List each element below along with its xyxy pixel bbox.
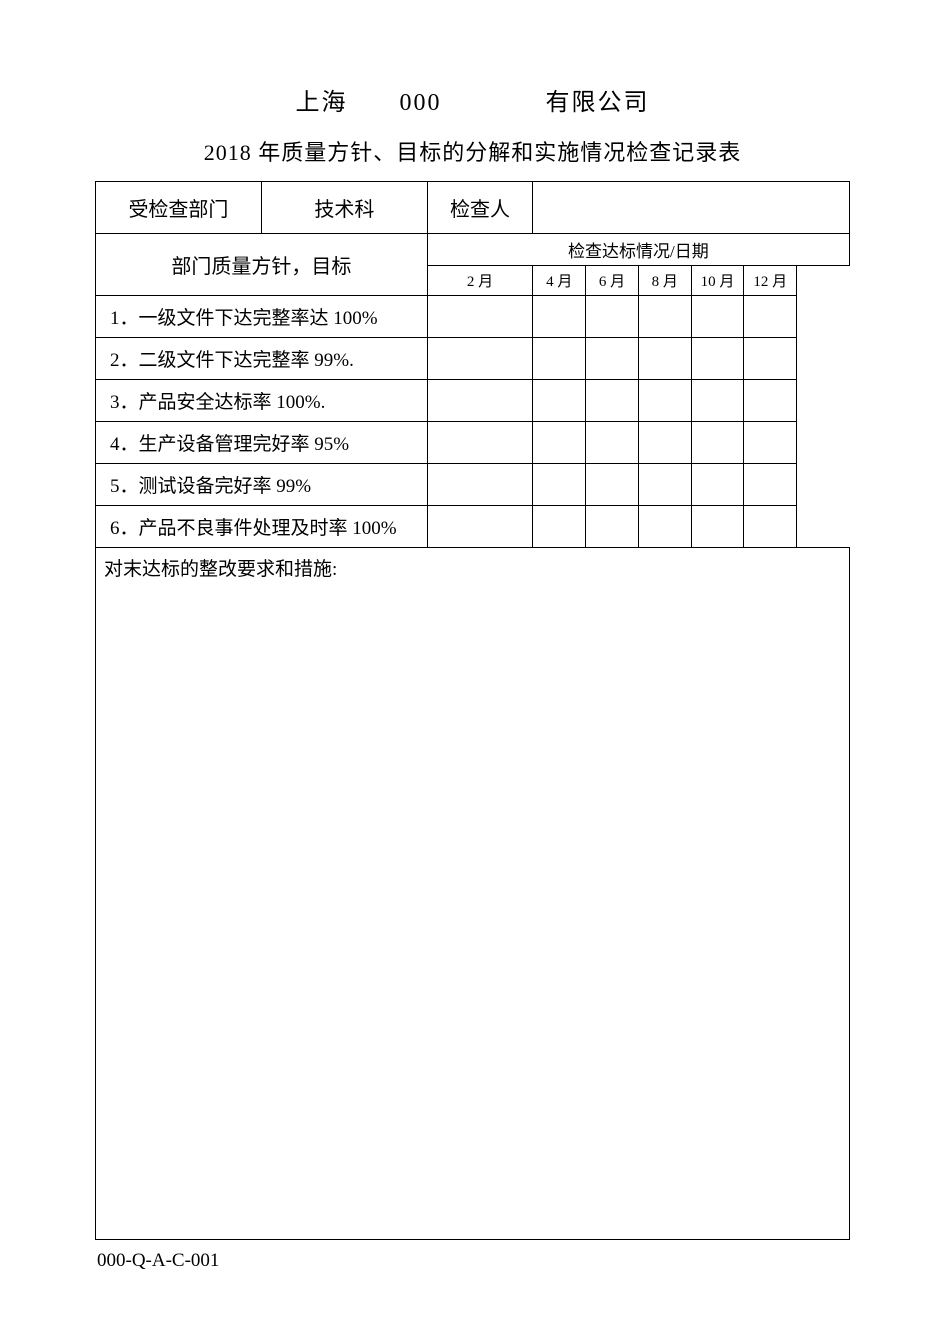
targets-header: 部门质量方针，目标 xyxy=(96,234,428,296)
month-cell-3: 6 月 xyxy=(586,266,639,296)
document-page: 上海 000 有限公司 2018 年质量方针、目标的分解和实施情况检查记录表 受… xyxy=(0,0,945,1272)
status-cell xyxy=(638,338,691,380)
month-cell-2: 4 月 xyxy=(533,266,586,296)
correction-row: 对末达标的整改要求和措施: xyxy=(96,548,850,1240)
status-cell xyxy=(638,380,691,422)
footer-code: 000-Q-A-C-001 xyxy=(95,1250,850,1272)
status-cell xyxy=(586,296,639,338)
status-cell xyxy=(638,506,691,548)
month-cell-1: 2 月 xyxy=(427,266,533,296)
header-row: 受检查部门 技术科 检查人 xyxy=(96,182,850,234)
status-cell xyxy=(427,464,533,506)
table-row: 4．生产设备管理完好率 95% xyxy=(96,422,850,464)
status-cell xyxy=(691,506,744,548)
status-cell xyxy=(691,338,744,380)
correction-cell: 对末达标的整改要求和措施: xyxy=(96,548,850,1240)
table-row: 6．产品不良事件处理及时率 100% xyxy=(96,506,850,548)
status-cell xyxy=(586,380,639,422)
status-cell xyxy=(744,464,797,506)
status-header: 检查达标情况/日期 xyxy=(427,234,849,266)
status-cell xyxy=(427,338,533,380)
inspection-table: 受检查部门 技术科 检查人 部门质量方针，目标 检查达标情况/日期 2 月 4 … xyxy=(95,181,850,1240)
month-cell-5: 10 月 xyxy=(691,266,744,296)
status-cell xyxy=(744,296,797,338)
status-cell xyxy=(533,506,586,548)
status-cell xyxy=(691,380,744,422)
status-cell xyxy=(533,338,586,380)
status-cell xyxy=(638,464,691,506)
status-cell xyxy=(744,380,797,422)
status-cell xyxy=(586,464,639,506)
status-cell xyxy=(691,422,744,464)
subheader-row-1: 部门质量方针，目标 检查达标情况/日期 xyxy=(96,234,850,266)
status-cell xyxy=(533,422,586,464)
status-cell xyxy=(638,296,691,338)
status-cell xyxy=(427,422,533,464)
document-title: 2018 年质量方针、目标的分解和实施情况检查记录表 xyxy=(95,135,850,167)
status-cell xyxy=(744,422,797,464)
status-cell xyxy=(533,464,586,506)
month-cell-6: 12 月 xyxy=(744,266,797,296)
target-cell: 2．二级文件下达完整率 99%. xyxy=(96,338,428,380)
status-cell xyxy=(638,422,691,464)
table-row: 2．二级文件下达完整率 99%. xyxy=(96,338,850,380)
table-row: 5．测试设备完好率 99% xyxy=(96,464,850,506)
target-cell: 4．生产设备管理完好率 95% xyxy=(96,422,428,464)
status-cell xyxy=(427,380,533,422)
status-cell xyxy=(586,338,639,380)
target-cell: 5．测试设备完好率 99% xyxy=(96,464,428,506)
status-cell xyxy=(427,296,533,338)
month-cell-4: 8 月 xyxy=(638,266,691,296)
status-cell xyxy=(744,506,797,548)
target-cell: 1．一级文件下达完整率达 100% xyxy=(96,296,428,338)
status-cell xyxy=(744,338,797,380)
status-cell xyxy=(533,380,586,422)
status-cell xyxy=(427,506,533,548)
inspector-label: 检查人 xyxy=(427,182,533,234)
status-cell xyxy=(533,296,586,338)
target-cell: 3．产品安全达标率 100%. xyxy=(96,380,428,422)
target-cell: 6．产品不良事件处理及时率 100% xyxy=(96,506,428,548)
status-cell xyxy=(691,464,744,506)
status-cell xyxy=(586,422,639,464)
inspector-value xyxy=(533,182,850,234)
company-title: 上海 000 有限公司 xyxy=(95,82,850,117)
dept-checked-label: 受检查部门 xyxy=(96,182,262,234)
dept-checked-value: 技术科 xyxy=(261,182,427,234)
status-cell xyxy=(586,506,639,548)
status-cell xyxy=(691,296,744,338)
table-row: 1．一级文件下达完整率达 100% xyxy=(96,296,850,338)
table-row: 3．产品安全达标率 100%. xyxy=(96,380,850,422)
